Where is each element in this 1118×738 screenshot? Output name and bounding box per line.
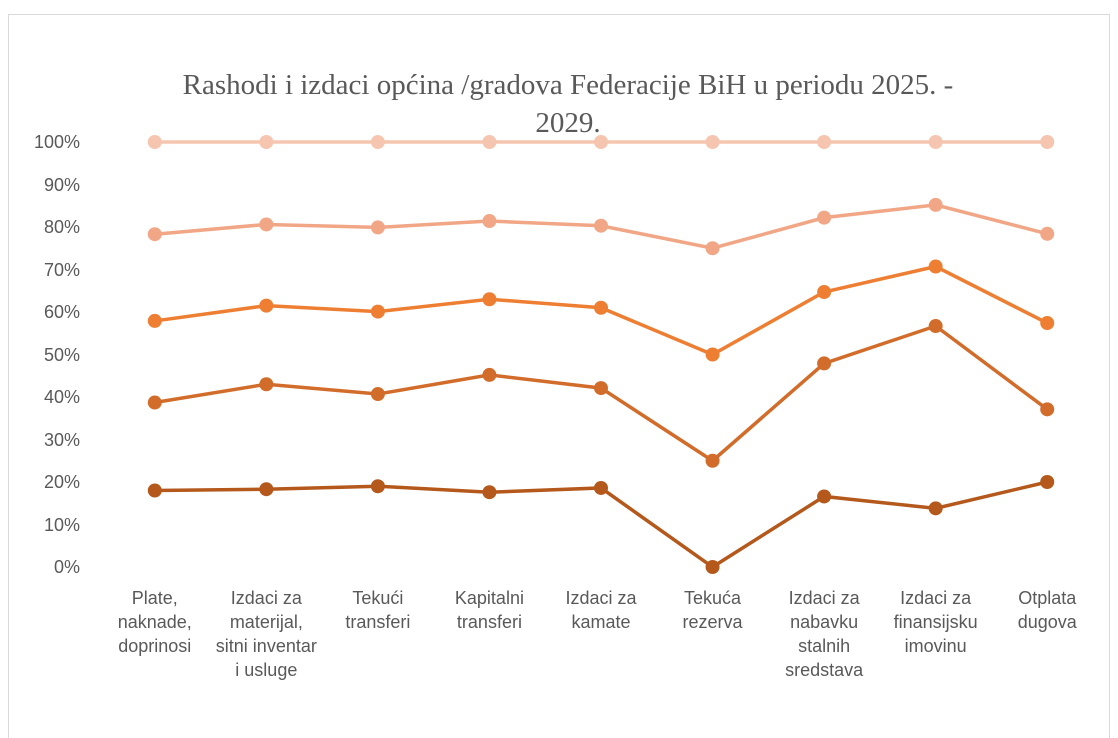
y-tick-label: 90% [43,174,80,195]
marker [482,367,497,382]
y-tick-label: 50% [43,344,80,365]
y-tick-label: 40% [43,387,80,407]
marker [1040,316,1055,331]
marker [147,135,162,149]
chart-title: Rashodi i izdaci općina /gradova Federac… [182,69,954,139]
marker [705,347,720,362]
x-tick-label: Izdaci za nabavku stalnih sredstava [785,588,864,680]
x-tick-label: Tekuća rezerva [682,588,743,632]
chart-border [8,14,1110,738]
marker [594,135,608,149]
y-tick-label: 70% [43,259,80,280]
marker [817,285,832,300]
marker [147,483,162,498]
x-tick-label: Plate, naknade, doprinosi [117,588,192,656]
marker [705,560,720,574]
marker [482,214,497,229]
x-tick-label: Kapitalni transferi [454,588,524,632]
marker [594,480,608,495]
marker [705,135,720,149]
marker [817,356,832,371]
marker [482,292,497,307]
marker [594,381,608,396]
marker [370,304,385,319]
y-tick-label: 100% [33,132,80,152]
marker [482,135,497,149]
marker [147,395,162,410]
x-tick-label: Tekući transferi [345,588,411,632]
marker [370,220,385,235]
marker [370,479,385,494]
marker [594,218,608,233]
marker [1040,226,1055,241]
marker [928,319,943,334]
marker [259,298,274,313]
marker [482,485,497,500]
x-tick-label: Otplata dugova [1017,588,1077,632]
marker [259,482,274,497]
y-tick-label: 60% [43,302,80,322]
marker [259,135,274,149]
y-tick-label: 30% [43,429,80,450]
marker [817,489,832,504]
marker [147,313,162,328]
marker [705,241,720,256]
marker [1040,402,1055,417]
marker [705,453,720,468]
marker [259,217,274,232]
y-tick-label: 20% [43,472,80,492]
marker [594,300,608,315]
y-tick-label: 80% [43,217,80,237]
marker [817,210,832,225]
y-tick-label: 10% [43,514,80,535]
marker [259,377,274,392]
marker [928,197,943,212]
marker [370,135,385,149]
marker [1040,135,1055,149]
marker [147,227,162,242]
marker [817,135,832,149]
x-tick-label: Izdaci za kamate [565,588,637,632]
marker [928,259,943,274]
marker [928,135,943,149]
x-tick-label: Izdaci za materijal, sitni inventar i us… [215,588,317,680]
marker [1040,475,1055,489]
marker [928,501,943,516]
marker [370,387,385,402]
x-tick-label: Izdaci za finansijsku imovinu [893,588,978,656]
y-tick-label: 0% [53,557,80,577]
